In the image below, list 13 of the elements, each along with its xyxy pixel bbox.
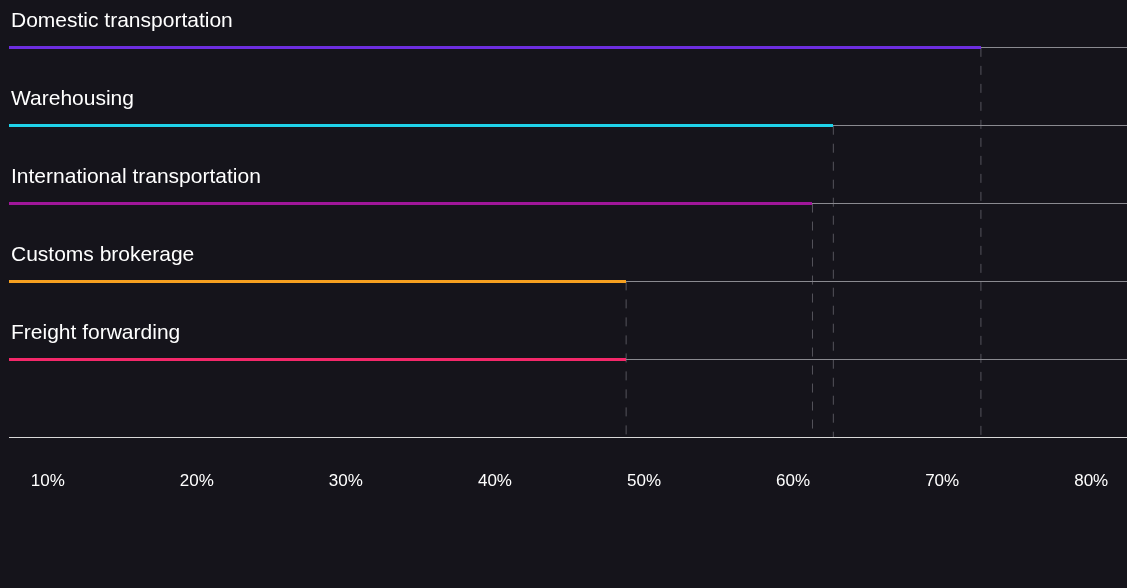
x-tick-label: 60%	[776, 471, 811, 491]
y-tick-label: Warehousing	[11, 86, 134, 109]
x-tick-label: 10%	[30, 471, 65, 491]
x-tick-label: 80%	[1074, 471, 1109, 491]
y-tick-label: Customs brokerage	[11, 242, 195, 265]
x-tick-label: 40%	[477, 471, 512, 491]
y-tick-label: International transportation	[11, 164, 261, 187]
x-tick-label: 30%	[328, 471, 363, 491]
x-tick-label: 70%	[925, 471, 960, 491]
x-tick-label: 20%	[179, 471, 214, 491]
y-tick-label: Freight forwarding	[11, 320, 181, 343]
x-tick-label: 50%	[627, 471, 662, 491]
y-tick-label: Domestic transportation	[11, 8, 233, 31]
